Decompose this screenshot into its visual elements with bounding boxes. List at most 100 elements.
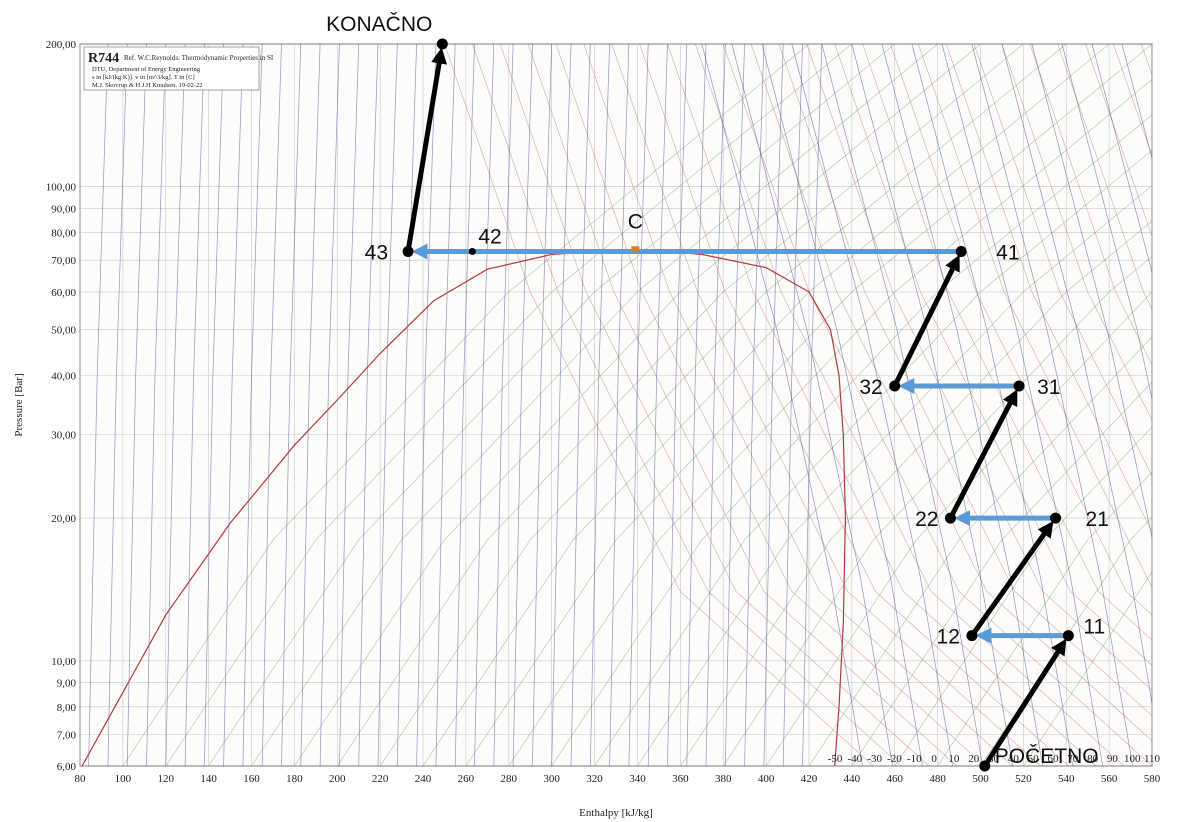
isentrope-line (532, 44, 553, 766)
isentrope-line (724, 44, 745, 766)
secondary-x-tick-label: 90 (1107, 753, 1119, 765)
y-tick-label: 70,00 (51, 255, 76, 267)
isentrope-line (589, 44, 610, 766)
x-tick-label: 460 (886, 773, 903, 785)
isentrope-line (474, 44, 495, 766)
isentrope-line (744, 44, 765, 766)
state-point (1013, 380, 1025, 392)
isotherm-line (472, 44, 902, 766)
state-label: POČETNO (995, 745, 1099, 768)
isotherm-line (834, 44, 1152, 666)
isentrope-line (782, 44, 803, 766)
x-tick-label: 180 (286, 773, 303, 785)
isentrope-line (761, 44, 923, 766)
secondary-x-tick-label: 20 (968, 753, 980, 765)
info-line-3: M.J. Skovrup & H.J.H Knudsen. 19-02-22 (92, 82, 203, 89)
isochore-line (765, 291, 1152, 766)
isochore-line (294, 44, 981, 766)
secondary-x-tick-label: -20 (887, 753, 902, 765)
isotherm-line (1029, 44, 1152, 366)
isochore-line (122, 44, 810, 766)
x-tick-label: 200 (329, 773, 346, 785)
x-tick-labels: 80 100 120 140 160 180 200 220 240 260 280 300 320 34… (75, 773, 1161, 785)
x-tick-label: 380 (715, 773, 732, 785)
header-box (83, 46, 260, 91)
isotherm-line (973, 44, 1152, 477)
compression-arrow (405, 47, 448, 252)
isochore-line (165, 44, 852, 766)
isentrope-line (628, 44, 649, 766)
isentrope-line (223, 44, 244, 766)
isentrope-line (358, 44, 379, 766)
isentrope-line (261, 44, 282, 766)
info-line-1: DTU, Department of Energy Engineering (92, 66, 201, 73)
x-tick-label: 300 (543, 773, 560, 785)
isentrope-line (1001, 44, 1152, 706)
x-tick-label: 480 (929, 773, 946, 785)
state-label: 11 (1083, 616, 1105, 639)
y-tick-label: 20,00 (51, 513, 76, 525)
isochore-line (680, 220, 1152, 766)
isentrope-line (146, 44, 167, 766)
y-tick-label: 10,00 (51, 656, 76, 668)
x-tick-label: 160 (243, 773, 260, 785)
y-tick-label: 40,00 (51, 370, 76, 382)
isentrope-line (731, 44, 893, 766)
isentrope-line (971, 44, 1134, 766)
state-point (1062, 630, 1074, 642)
isentrope-line (1151, 44, 1152, 46)
compression-arrow (969, 521, 1054, 638)
y-tick-label: 9,00 (57, 678, 77, 690)
isotherm-line (499, 44, 930, 766)
compression-arrow (948, 389, 1018, 520)
isotherm-line (1057, 44, 1152, 310)
isentrope-line (821, 44, 983, 766)
state-label: 21 (1086, 508, 1109, 531)
isochore-line (637, 185, 1152, 766)
isotherm-line (890, 44, 1152, 616)
state-label: 32 (859, 376, 882, 399)
state-label: 22 (915, 508, 938, 531)
x-tick-label: 580 (1144, 773, 1161, 785)
isentrope-line (686, 44, 707, 766)
x-tick-label: 560 (1101, 773, 1118, 785)
isochore-line (508, 79, 1152, 766)
isochore-line (808, 336, 1152, 766)
y-tick-label: 80,00 (51, 228, 76, 240)
x-tick-label: 360 (672, 773, 689, 785)
isentrope-line (396, 44, 417, 766)
secondary-x-tick-label: 80 (1087, 753, 1099, 765)
isochore-line (251, 44, 938, 766)
isotherm-line (695, 44, 1125, 766)
info-line-2: s in [kJ/(kg K)]. v in [m^3/kg]. T in [C… (92, 74, 195, 81)
isochore-line (337, 44, 1024, 766)
secondary-x-tick-label: 40 (1008, 753, 1020, 765)
property-lines (88, 44, 1187, 766)
state-label: KONAČNO (326, 13, 432, 36)
y-tick-label: 60,00 (51, 287, 76, 299)
isentrope-line (242, 44, 263, 766)
isentrope-line (184, 44, 205, 766)
x-tick-label: 260 (458, 773, 475, 785)
isentrope-line (701, 44, 863, 766)
compression-arrow (982, 638, 1067, 768)
isotherm-line (639, 44, 1069, 766)
isochore-line (379, 44, 1067, 766)
x-tick-label: 400 (758, 773, 775, 785)
x-tick-label: 280 (501, 773, 518, 785)
isentrope-line (763, 44, 784, 766)
isentrope-line (339, 44, 360, 766)
secondary-x-tick-label: -40 (847, 753, 862, 765)
isentrope-line (570, 44, 591, 766)
isotherm-line (527, 44, 958, 766)
isotherm-line (1001, 44, 1152, 421)
x-tick-label: 140 (200, 773, 217, 785)
state-label: 42 (478, 226, 501, 249)
state-label: 12 (937, 626, 960, 649)
isochore-line (937, 471, 1152, 766)
isochore-line (551, 114, 1152, 766)
isentrope-line (911, 44, 1074, 766)
isochore-line (1023, 571, 1152, 766)
isentrope-line (1182, 44, 1187, 766)
